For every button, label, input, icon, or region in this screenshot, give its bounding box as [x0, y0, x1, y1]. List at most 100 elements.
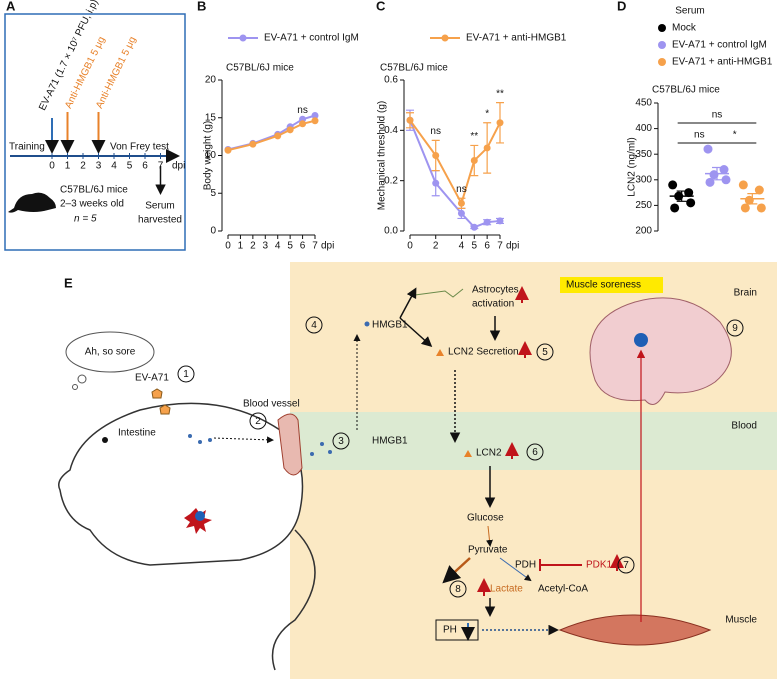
- strain: C57BL/6J mice: [60, 185, 128, 196]
- point: [299, 120, 307, 128]
- subtitle: C57BL/6J mice: [652, 85, 720, 96]
- serum: Serum: [145, 201, 174, 212]
- step-circle: [617, 556, 635, 574]
- x-axis-label: dpi: [506, 241, 519, 252]
- point: [432, 152, 440, 159]
- test: Von Frey test: [110, 142, 169, 153]
- x-tick-label: 4: [459, 241, 465, 252]
- timeline-unit: dpi: [172, 161, 185, 172]
- muscle-shape: [558, 614, 712, 646]
- legend-marker: [441, 34, 449, 42]
- point: [719, 165, 729, 175]
- step-circle: [526, 443, 544, 461]
- y-axis-label: Body weight (g): [203, 121, 214, 190]
- tail: [271, 529, 316, 671]
- highlight: [560, 277, 663, 293]
- y-tick-label: 400: [635, 123, 652, 134]
- point: [670, 203, 680, 213]
- point: [703, 144, 713, 154]
- pyruvate: Pyruvate: [468, 545, 508, 556]
- frame: [4, 13, 186, 251]
- point: [668, 180, 678, 190]
- acetyl: Acetyl-CoA: [538, 584, 588, 595]
- y-tick-label: 200: [635, 226, 652, 237]
- legend-marker: [658, 41, 666, 49]
- point: [470, 157, 478, 165]
- secretion: LCN2 Secretion: [448, 347, 519, 358]
- legend-label: Mock: [672, 23, 697, 34]
- blood-band: [290, 412, 777, 470]
- y-tick-label: 5: [210, 188, 216, 199]
- y-tick-label: 20: [205, 75, 217, 86]
- age: 2–3 weeks old: [60, 199, 124, 210]
- step-circle: [249, 412, 267, 430]
- mouse-icon: [8, 192, 56, 213]
- blood-vessel: [277, 413, 303, 476]
- point: [224, 146, 232, 154]
- point: [432, 179, 440, 187]
- serum: harvested: [138, 215, 182, 226]
- point: [406, 116, 414, 124]
- step-number: 1: [183, 369, 189, 380]
- y-tick-label: 0: [210, 226, 216, 237]
- point: [457, 199, 465, 207]
- y-tick-label: 250: [635, 200, 652, 211]
- step-circle: [177, 365, 195, 383]
- pdh: PDH: [515, 560, 536, 571]
- series-line: [409, 119, 501, 206]
- ph-box: [435, 619, 479, 641]
- annotation: **: [470, 131, 478, 142]
- brain: Brain: [734, 288, 757, 299]
- x-tick-label: 0: [407, 241, 413, 252]
- pain: [184, 508, 212, 534]
- step-number: 8: [455, 584, 461, 595]
- intestine: Intestine: [118, 428, 156, 439]
- step-circle: [726, 319, 744, 337]
- vessel: Blood vessel: [243, 399, 300, 410]
- x-tick-label: 5: [472, 241, 478, 252]
- brain-shape: [589, 297, 732, 405]
- panel-label: A: [6, 0, 16, 13]
- y-tick-label: 10: [205, 150, 217, 161]
- y-tick-label: 0.0: [384, 226, 398, 237]
- point: [756, 203, 766, 213]
- point: [740, 203, 750, 213]
- astrocyte: [414, 288, 464, 298]
- step-circle: [536, 343, 554, 361]
- annotation: *: [733, 130, 737, 141]
- timeline-tick-label: 7: [158, 161, 164, 172]
- point: [274, 132, 282, 140]
- blood: Blood: [731, 421, 757, 432]
- x-tick-label: 6: [300, 241, 306, 252]
- panel-label: C: [376, 0, 386, 13]
- x-tick-label: 1: [238, 241, 244, 252]
- error-bar: [712, 166, 722, 181]
- timeline-tick-label: 5: [127, 161, 133, 172]
- y-tick-label: 0.4: [384, 125, 398, 136]
- training: Training: [9, 142, 45, 153]
- step-number: 4: [311, 320, 317, 331]
- timeline-tick-label: 1: [65, 161, 71, 172]
- x-axis-label: dpi: [321, 241, 334, 252]
- error-bar: [747, 193, 758, 205]
- annotation: *: [485, 108, 489, 119]
- astro: activation: [472, 299, 514, 310]
- point: [721, 175, 731, 185]
- x-tick-label: 7: [312, 241, 318, 252]
- y-tick-label: 450: [635, 98, 652, 109]
- legend-marker: [658, 24, 666, 32]
- y-tick-label: 15: [205, 112, 217, 123]
- hmgb1: HMGB1: [372, 436, 408, 447]
- hmgb1: HMGB1: [372, 320, 408, 331]
- legend-label: EV-A71 + anti-HMGB1: [672, 57, 773, 68]
- x-tick-label: 6: [484, 241, 490, 252]
- pdk1: PDK1: [586, 560, 613, 571]
- lcn2: LCN2: [476, 448, 502, 459]
- panel-a: A EV-A71 (1.7 × 10⁷ PFU, i.p) Anti-HMGB1…: [4, 0, 186, 251]
- step-number: 9: [732, 323, 738, 334]
- y-tick-label: 300: [635, 174, 652, 185]
- point: [249, 140, 257, 148]
- timeline-tick-label: 0: [49, 161, 55, 172]
- panel-label: D: [617, 0, 626, 13]
